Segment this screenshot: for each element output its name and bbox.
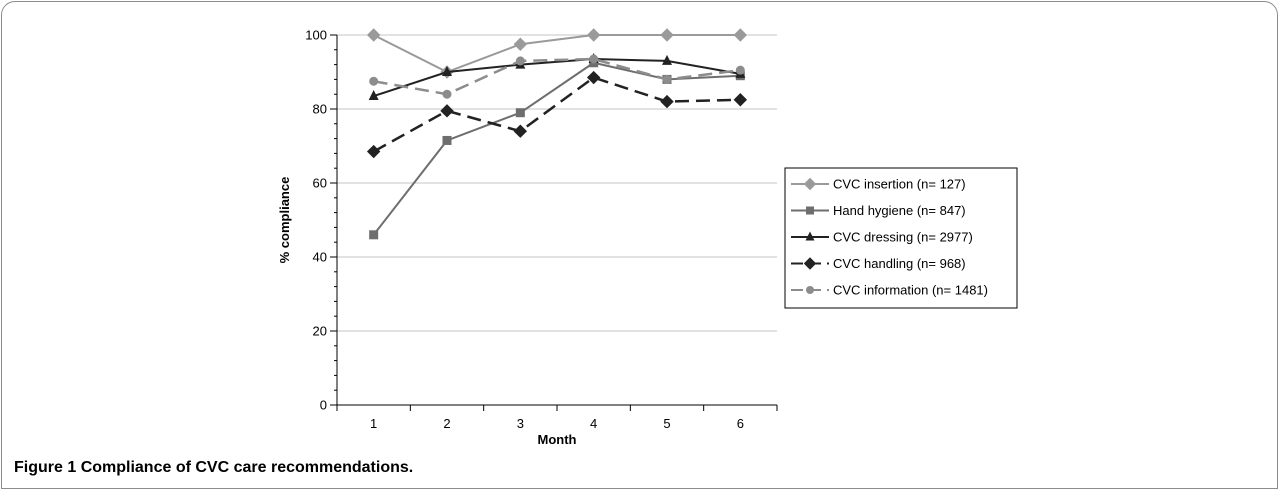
y-tick-label: 60 <box>313 176 327 191</box>
legend-label: CVC dressing (n= 2977) <box>833 230 973 245</box>
data-point-s4 <box>586 70 601 85</box>
legend-label: CVC handling (n= 968) <box>833 256 966 271</box>
series-line-2 <box>372 61 741 236</box>
data-point-s5 <box>515 56 525 66</box>
legend-marker <box>803 257 817 270</box>
data-point-s2 <box>369 230 379 240</box>
series-line-5 <box>373 57 741 96</box>
y-tick-label: 100 <box>305 28 327 43</box>
series-line-3 <box>373 58 741 98</box>
legend-marker <box>806 206 814 215</box>
data-point-s4 <box>513 124 528 138</box>
data-point-s4 <box>660 94 674 109</box>
data-point-s3 <box>662 54 672 65</box>
legend-label: CVC information (n= 1481) <box>833 283 988 298</box>
data-point-s1 <box>366 28 381 42</box>
x-tick-label: 2 <box>443 416 450 431</box>
caption-text: Compliance of CVC care recommendations. <box>80 459 414 476</box>
x-tick-label: 1 <box>370 416 377 431</box>
x-axis-title: Month <box>538 432 577 447</box>
x-tick-label: 4 <box>590 416 597 431</box>
legend-marker <box>803 177 817 191</box>
x-tick-label: 3 <box>517 416 524 431</box>
series-line-1 <box>373 34 741 74</box>
y-tick-label: 0 <box>320 398 327 413</box>
y-tick-label: 80 <box>313 102 327 117</box>
y-tick-label: 20 <box>313 324 327 339</box>
legend-marker <box>806 286 814 294</box>
data-point-s4 <box>440 104 454 118</box>
caption-label: Figure 1 <box>14 459 77 476</box>
data-point-s5 <box>369 76 379 86</box>
data-point-s5 <box>662 74 672 84</box>
legend-label: CVC insertion (n= 127) <box>833 177 966 192</box>
x-tick-label: 5 <box>663 416 670 431</box>
data-point-s2 <box>442 135 452 145</box>
data-point-s5 <box>442 89 452 99</box>
series-line-4 <box>373 76 741 153</box>
data-point-s4 <box>366 144 381 159</box>
data-point-s1 <box>733 28 748 42</box>
data-point-s5 <box>589 54 599 64</box>
data-point-s1 <box>660 28 674 42</box>
data-point-s2 <box>515 108 525 118</box>
data-point-s1 <box>513 37 528 51</box>
data-point-s1 <box>586 28 601 42</box>
legend-label: Hand hygiene (n= 847) <box>833 203 966 218</box>
y-axis-title: % compliance <box>277 177 292 264</box>
x-tick-label: 6 <box>737 416 744 431</box>
y-tick-label: 40 <box>313 250 327 265</box>
legend-marker <box>805 231 815 241</box>
data-point-s3 <box>368 90 379 101</box>
data-point-s3 <box>442 66 452 76</box>
figure-caption: Figure 1 Compliance of CVC care recommen… <box>14 459 413 477</box>
data-point-s4 <box>733 93 748 107</box>
data-point-s5 <box>735 65 745 75</box>
